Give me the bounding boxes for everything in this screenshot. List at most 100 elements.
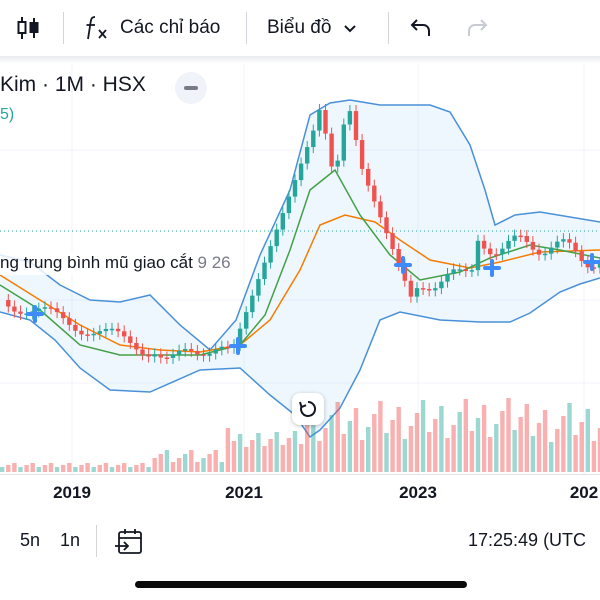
volume-bar [152,458,157,472]
session-clock[interactable]: 17:25:49 (UTC [468,530,587,550]
volume-bar [585,409,590,472]
candle-body [311,130,316,148]
candle-body [457,269,462,271]
volume-bar [469,431,475,472]
volume-bar [219,462,224,472]
time-axis-label: 2023 [399,483,437,502]
candle-body [195,350,200,355]
volume-bar [48,463,54,472]
volume-bar [390,420,395,472]
candle-body [549,247,554,254]
price-chart[interactable] [0,64,600,474]
candle-body [384,217,389,234]
legend-collapse-button[interactable] [175,72,207,104]
ema-cross-legend[interactable]: ng trung bình mũ giao cắt 9 26 [0,251,235,275]
candle-body [359,140,365,169]
candle-body [292,180,298,197]
volume-bar [561,416,566,472]
candle-body [396,249,401,265]
candle-body [256,279,261,296]
candle-body [91,333,96,336]
volume-bar [195,462,200,472]
indicators-button[interactable]: Các chỉ báo [82,0,220,56]
chart-menu-button[interactable]: Biểu đồ [267,0,359,56]
volume-bar [262,446,267,472]
volume-bar [451,425,456,472]
candle-body [366,168,371,186]
candle-body [158,354,163,358]
candle-body [378,201,383,218]
range-5y-button[interactable]: 5n [20,530,41,550]
candle-body [6,300,11,307]
volume-bar [237,434,243,472]
candle-body [103,328,109,332]
candle-body [372,185,377,202]
candle-body [305,147,310,164]
candle-body [298,163,304,181]
candle-body [67,318,72,325]
candle-body [97,331,102,334]
volume-bar [366,427,371,472]
candle-body [433,288,438,291]
top-toolbar: Các chỉ báo Biểu đồ [0,0,600,56]
volume-bar [311,409,316,472]
range-1y-button[interactable]: 1n [60,530,81,550]
volume-bar [512,430,517,472]
volume-bar [268,439,273,472]
volume-bar [61,465,66,472]
candle-body [85,334,90,336]
volume-bar [481,405,487,472]
volume-bar [122,463,127,472]
candle-body [189,348,194,351]
time-axis-label: 202 [569,483,599,502]
volume-bar [67,463,72,472]
time-axis-label: 2019 [53,483,91,502]
candle-body [585,260,590,268]
volume-bar [433,419,438,472]
volume-bar [54,467,60,472]
volume-bar [384,433,389,472]
symbol-title[interactable]: Kim · 1M · HSX [0,73,146,96]
reset-chart-button[interactable] [292,393,324,425]
candle-body [61,312,66,319]
volume-bar [567,403,572,472]
volume-bar [91,467,96,472]
volume-bar [244,447,249,472]
candle-body [207,353,212,356]
candle-body [115,328,121,332]
volume-bar [176,458,182,472]
volume-bar [170,462,176,472]
candle-body [500,248,505,255]
candle-body [122,331,127,337]
volume-bar [555,429,560,472]
volume-bar [183,454,188,472]
volume-bar [115,465,121,472]
go-to-date-button[interactable] [114,527,146,562]
undo-button[interactable] [408,0,434,56]
candle-body [36,308,41,312]
candle-body [445,273,450,282]
minus-icon [184,86,198,90]
candle-body [12,306,17,312]
volume-bar [158,454,163,472]
volume-bar [36,467,41,472]
candle-body [488,248,493,255]
volume-bar [274,432,279,472]
volume-bar [500,411,505,472]
redo-button[interactable] [464,0,490,56]
volume-bar [335,402,340,472]
volume-bar [292,431,298,472]
volume-bar [164,450,170,472]
time-axis[interactable]: 2019 2021 2023 202 [0,474,600,515]
candle-body [536,249,542,255]
ema-cross-marker [26,305,44,323]
calendar-go-to-icon [115,529,142,554]
candle-body [542,253,548,256]
candle-body [353,111,359,141]
candle-body [237,328,243,346]
ema-slow-line [0,214,600,353]
candle-body [268,246,273,263]
volume-bar [408,426,414,472]
volume-bar [207,454,212,472]
chart-type-button[interactable] [14,0,42,56]
